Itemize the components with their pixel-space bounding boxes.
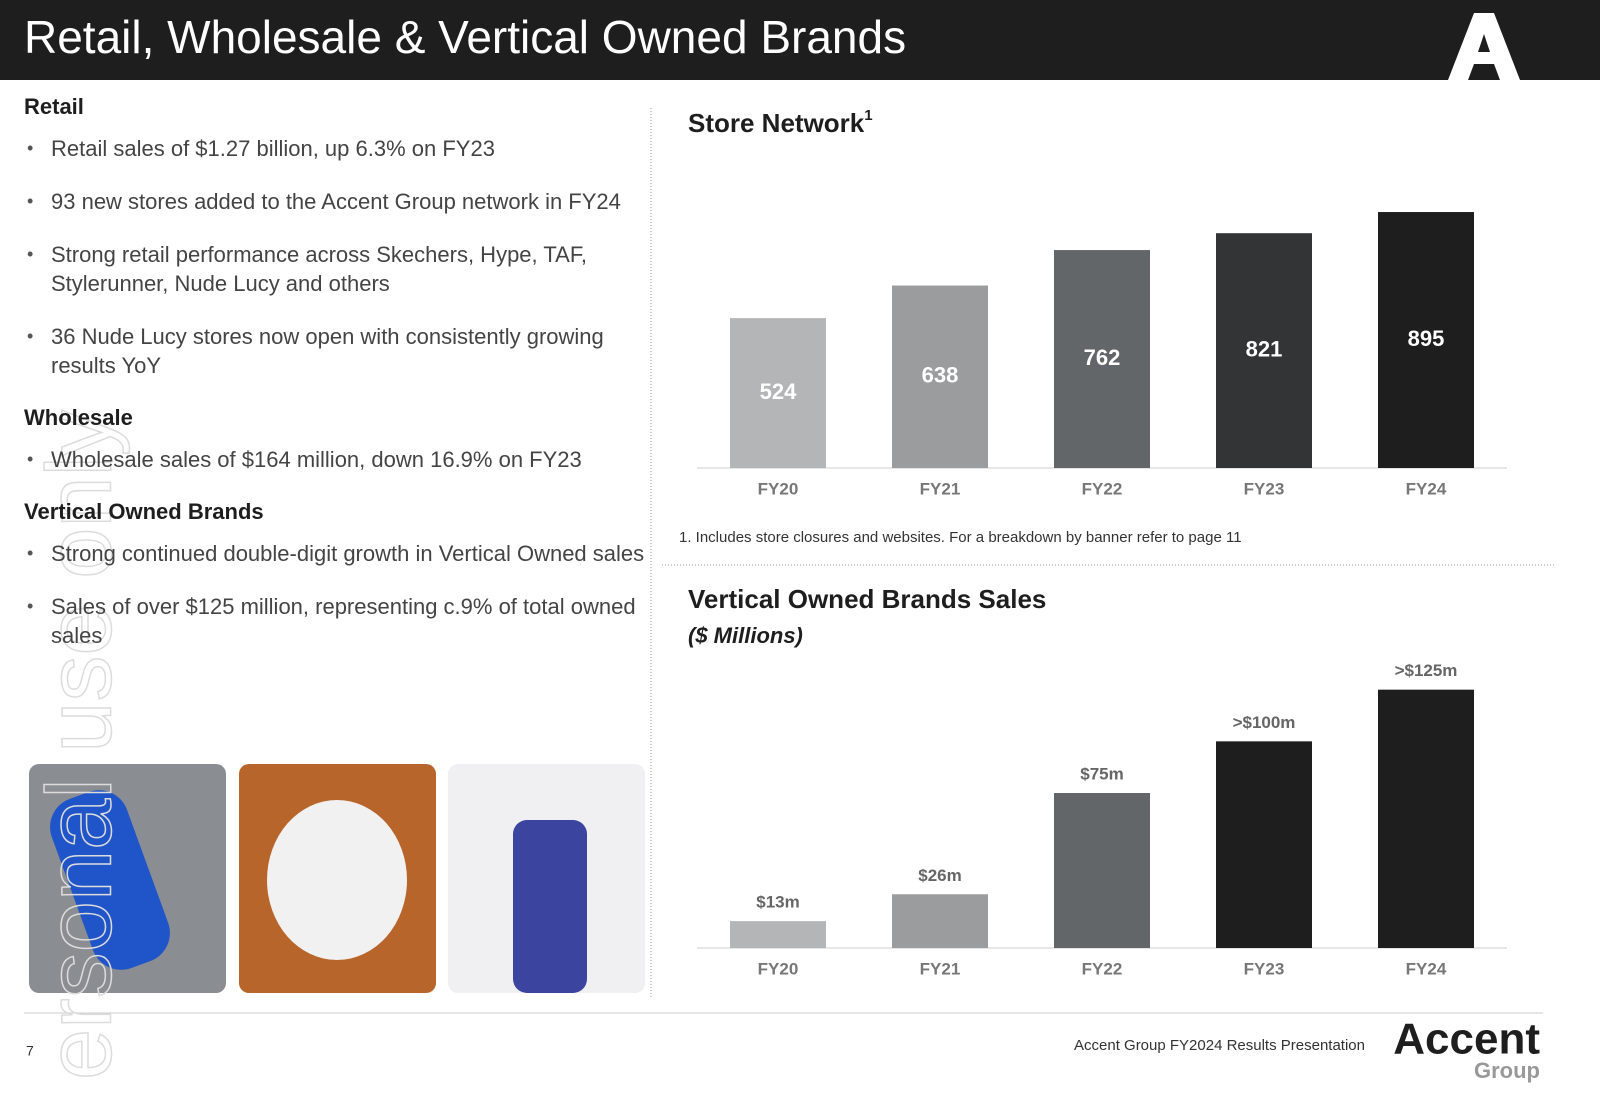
chart-title-note: 1	[864, 107, 872, 124]
chart-title: Store Network1	[688, 107, 873, 138]
bar	[1216, 741, 1312, 948]
photo-socks-shape	[267, 800, 407, 960]
value-label: 762	[1084, 345, 1121, 370]
bullet: Wholesale sales of $164 million, down 16…	[27, 445, 646, 474]
category-label: FY23	[1244, 959, 1285, 978]
photos	[29, 764, 645, 993]
bullet: 36 Nude Lucy stores now open with consis…	[27, 322, 646, 380]
bar	[730, 318, 826, 468]
bar	[892, 894, 988, 948]
bullet-list: Wholesale sales of $164 million, down 16…	[24, 445, 646, 474]
chart-title: Vertical Owned Brands Sales	[688, 584, 1046, 614]
chart-title-text: Vertical Owned Brands Sales	[688, 584, 1046, 614]
value-label: 524	[760, 379, 797, 404]
watermark: ersonal use only	[28, 410, 130, 1080]
bar	[1216, 233, 1312, 468]
chart-footnote: 1. Includes store closures and websites.…	[679, 529, 1242, 546]
category-label: FY22	[1082, 959, 1123, 978]
category-label: FY20	[758, 479, 799, 498]
value-label: 821	[1246, 336, 1283, 361]
footer-logo-sub: Group	[1474, 1058, 1540, 1083]
photo-bottle-shape	[50, 790, 170, 970]
category-label: FY20	[758, 959, 799, 978]
section-heading: Retail	[24, 94, 84, 119]
value-label: 895	[1408, 326, 1445, 351]
photo-model-shape	[513, 820, 587, 993]
value-label: 638	[922, 363, 959, 388]
footer-logo: Accent	[1393, 1015, 1540, 1064]
value-label: $26m	[918, 866, 961, 885]
bar	[1054, 793, 1150, 948]
section: Wholesale Wholesale sales of $164 million…	[24, 404, 644, 474]
left-column: Retail Retail sales of $1.27 billion, up …	[24, 93, 644, 674]
category-label: FY24	[1406, 959, 1447, 978]
page-title: Retail, Wholesale & Vertical Owned Brand…	[24, 11, 906, 63]
brand-logo-icon	[1448, 13, 1520, 80]
bar	[1378, 689, 1474, 948]
category-label: FY23	[1244, 479, 1285, 498]
category-label: FY21	[920, 479, 961, 498]
bar	[730, 921, 826, 948]
value-label: $13m	[756, 893, 799, 912]
category-label: FY21	[920, 959, 961, 978]
section-heading: Wholesale	[24, 405, 133, 430]
footer-text: Accent Group FY2024 Results Presentation	[1074, 1037, 1365, 1054]
bar	[1378, 212, 1474, 468]
value-label: >$100m	[1233, 713, 1296, 732]
category-label: FY24	[1406, 479, 1447, 498]
bar	[892, 285, 988, 468]
page-number: 7	[26, 1043, 34, 1059]
bullet: Strong retail performance across Skecher…	[27, 240, 646, 298]
bullet-list: Retail sales of $1.27 billion, up 6.3% o…	[24, 134, 646, 380]
bullet: Strong continued double-digit growth in …	[27, 539, 646, 568]
value-label: >$125m	[1395, 661, 1458, 680]
value-label: $75m	[1080, 764, 1123, 783]
header-bar	[0, 0, 1600, 80]
bullet: Retail sales of $1.27 billion, up 6.3% o…	[27, 134, 646, 163]
bullet: 93 new stores added to the Accent Group …	[27, 187, 646, 216]
section-heading: Vertical Owned Brands	[24, 499, 264, 524]
chart-title-text: Store Network	[688, 108, 865, 138]
bullet: Sales of over $125 million, representing…	[27, 592, 646, 650]
section: Vertical Owned Brands Strong continued do…	[24, 498, 644, 650]
chart-subtitle: ($ Millions)	[688, 623, 803, 648]
bar	[1054, 250, 1150, 468]
category-label: FY22	[1082, 479, 1123, 498]
bullet-list: Strong continued double-digit growth in …	[24, 539, 646, 650]
section: Retail Retail sales of $1.27 billion, up …	[24, 93, 644, 380]
